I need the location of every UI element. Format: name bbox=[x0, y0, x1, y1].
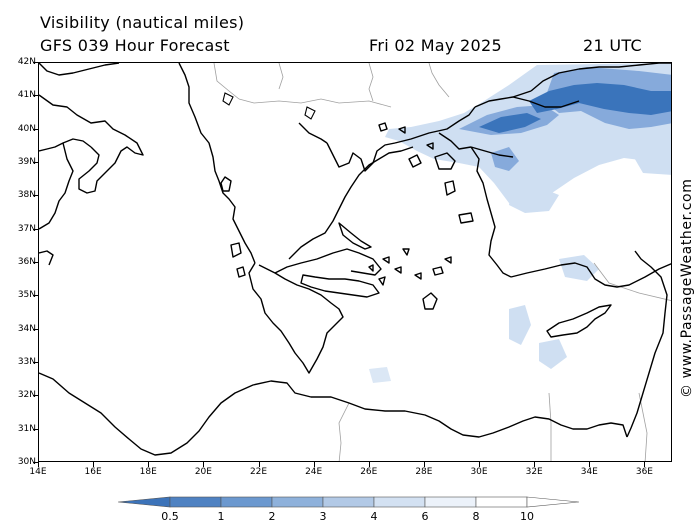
colorbar-label: 0.5 bbox=[161, 510, 179, 523]
lon-label: 28E bbox=[415, 467, 433, 477]
lon-label: 32E bbox=[525, 467, 543, 477]
lat-tick bbox=[33, 295, 38, 297]
copyright-credit: © www.PassageWeather.com bbox=[679, 178, 695, 398]
colorbar-segment bbox=[220, 496, 273, 508]
vis-area-light-3 bbox=[559, 255, 599, 281]
lon-tick bbox=[589, 462, 591, 467]
lon-label: 24E bbox=[305, 467, 323, 477]
coastlines bbox=[39, 63, 671, 456]
vis-area-dark-2 bbox=[479, 113, 541, 133]
country-borders bbox=[213, 63, 671, 461]
colorbar-label: 6 bbox=[421, 510, 429, 523]
lat-label: 34N bbox=[17, 323, 36, 334]
lon-label: 14E bbox=[29, 467, 47, 477]
vis-area-light-2 bbox=[509, 187, 559, 213]
colorbar-segment bbox=[373, 496, 426, 508]
lat-tick bbox=[33, 328, 38, 330]
forecast-time: 21 UTC bbox=[583, 36, 642, 55]
colorbar-segment bbox=[271, 496, 324, 508]
lon-tick bbox=[38, 462, 39, 467]
chart-title: Visibility (nautical miles) bbox=[40, 13, 245, 32]
colorbar-segment bbox=[322, 496, 375, 508]
lon-tick bbox=[93, 462, 95, 467]
lat-label: 39N bbox=[17, 157, 36, 167]
forecast-label: GFS 039 Hour Forecast bbox=[40, 36, 230, 55]
lon-label: 18E bbox=[139, 467, 157, 477]
lon-tick bbox=[258, 462, 260, 467]
lat-label: 32N bbox=[17, 390, 36, 401]
colorbar-label: 8 bbox=[472, 510, 480, 523]
lat-label: 31N bbox=[17, 423, 36, 434]
lat-label: 42N bbox=[17, 57, 36, 67]
lat-tick bbox=[33, 128, 38, 130]
lat-tick bbox=[33, 95, 38, 97]
lon-label: 26E bbox=[360, 467, 378, 477]
lat-label: 38N bbox=[17, 190, 36, 201]
lon-tick bbox=[368, 462, 370, 467]
colorbar-label: 2 bbox=[268, 510, 276, 523]
lat-tick bbox=[33, 262, 38, 263]
vis-area-mid-3 bbox=[491, 147, 519, 171]
lat-tick bbox=[33, 395, 38, 397]
lat-tick bbox=[33, 428, 38, 430]
lat-label: 33N bbox=[17, 357, 36, 367]
lon-label: 16E bbox=[84, 467, 102, 477]
lon-tick bbox=[479, 462, 481, 467]
visibility-colorbar bbox=[118, 496, 580, 508]
lon-tick bbox=[203, 462, 205, 467]
colorbar-high-arrow bbox=[526, 496, 580, 508]
map-panel bbox=[38, 62, 672, 462]
lat-label: 40N bbox=[17, 123, 36, 134]
lat-tick bbox=[33, 362, 38, 363]
colorbar-label: 1 bbox=[217, 510, 225, 523]
lon-label: 36E bbox=[635, 467, 653, 477]
lat-label: 37N bbox=[17, 223, 36, 234]
lon-tick bbox=[423, 462, 425, 467]
vis-area-light-5 bbox=[539, 339, 567, 369]
lon-tick bbox=[534, 462, 536, 467]
colorbar-segment bbox=[424, 496, 477, 508]
low-visibility-areas bbox=[369, 63, 671, 383]
colorbar-segment bbox=[475, 496, 528, 508]
lat-label: 30N bbox=[17, 457, 36, 467]
lon-label: 30E bbox=[470, 467, 488, 477]
forecast-date: Fri 02 May 2025 bbox=[369, 36, 502, 55]
vis-area-dark bbox=[529, 83, 671, 115]
lat-tick bbox=[33, 462, 38, 463]
lat-tick bbox=[33, 62, 38, 63]
colorbar-label: 10 bbox=[520, 510, 534, 523]
lon-label: 20E bbox=[194, 467, 212, 477]
lon-tick bbox=[644, 462, 646, 467]
lat-label: 41N bbox=[17, 90, 36, 101]
vis-area-light-6 bbox=[369, 367, 391, 383]
vis-area-light-4 bbox=[509, 305, 531, 345]
lon-tick bbox=[313, 462, 315, 467]
colorbar-segment bbox=[169, 496, 222, 508]
vis-area-light-7 bbox=[629, 143, 671, 175]
lon-tick bbox=[148, 462, 150, 467]
colorbar-low-arrow bbox=[118, 496, 171, 508]
colorbar-label: 3 bbox=[319, 510, 327, 523]
lon-label: 22E bbox=[249, 467, 268, 477]
lon-label: 34E bbox=[580, 467, 598, 477]
lat-tick bbox=[33, 228, 38, 230]
colorbar-label: 4 bbox=[370, 510, 378, 523]
lat-tick bbox=[33, 195, 38, 197]
lat-label: 36N bbox=[17, 257, 36, 267]
lat-tick bbox=[33, 162, 38, 163]
lat-label: 35N bbox=[17, 290, 36, 301]
inland-water bbox=[222, 92, 316, 120]
visibility-map bbox=[39, 63, 671, 461]
